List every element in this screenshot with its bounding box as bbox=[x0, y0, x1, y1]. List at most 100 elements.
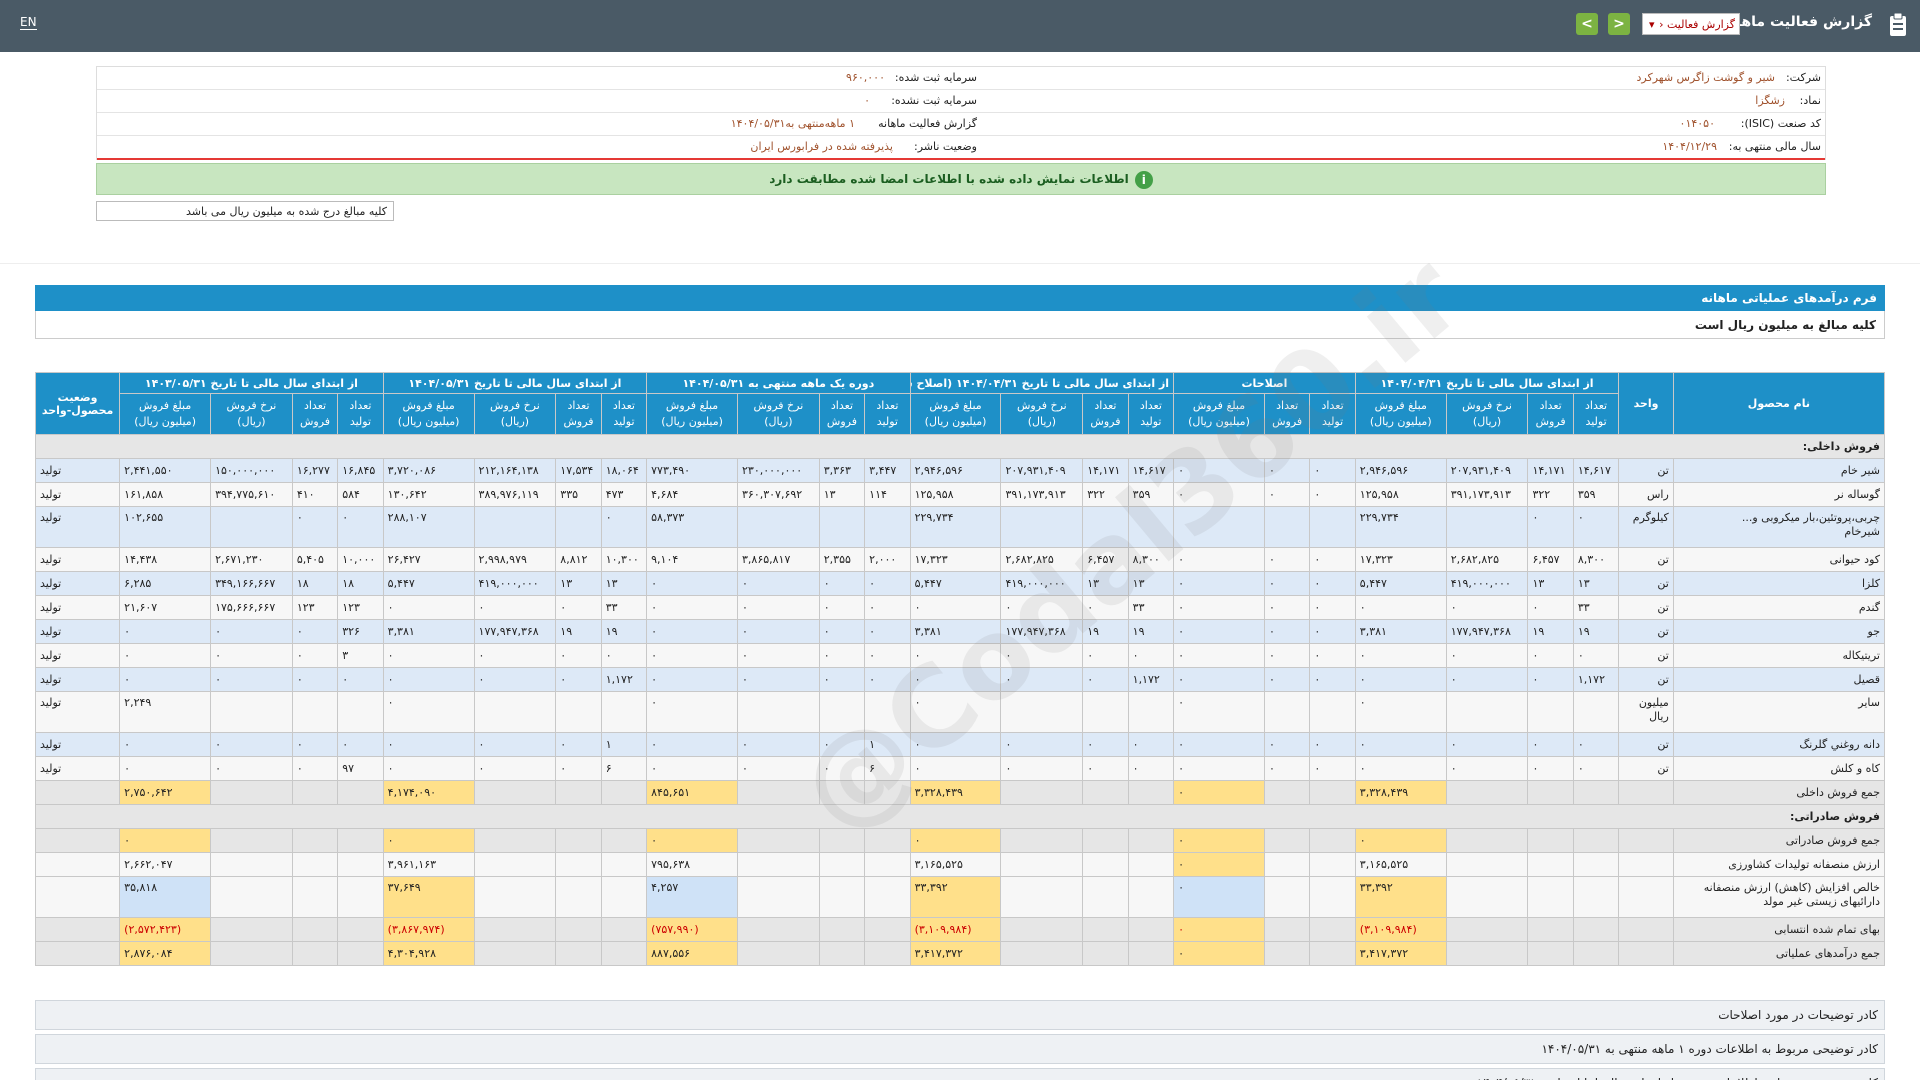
empty-cell bbox=[291, 876, 339, 918]
empty-cell bbox=[1445, 852, 1529, 877]
table-cell: ۲,۹۴۶,۵۹۶ bbox=[909, 458, 1002, 483]
table-cell: ۰ bbox=[1000, 756, 1084, 781]
amount-cell: ۳۳,۳۹۲ bbox=[909, 876, 1002, 918]
unit-cell: تن bbox=[1618, 571, 1674, 596]
table-cell: ۶ bbox=[864, 756, 911, 781]
empty-cell bbox=[1618, 941, 1674, 966]
table-cell: ۳۹۱,۱۷۳,۹۱۳ bbox=[1000, 482, 1084, 507]
product-name: گوساله نر bbox=[1672, 482, 1886, 507]
status-cell: تولید bbox=[34, 506, 121, 548]
col-subheader: تعداد تولید bbox=[1309, 393, 1356, 435]
table-cell: ۳۲۲ bbox=[1082, 482, 1129, 507]
note-box[interactable]: کادر توضیحی مربوط به اطلاعات دوره ۱ ماهه… bbox=[35, 1034, 1885, 1064]
table-cell: ۳۶۰,۳۰۷,۶۹۲ bbox=[737, 482, 820, 507]
col-subheader: تعداد تولید bbox=[864, 393, 911, 435]
table-cell: ۳۹۴,۷۷۵,۶۱۰ bbox=[210, 482, 293, 507]
table-cell: ۰ bbox=[291, 506, 339, 548]
empty-cell bbox=[737, 941, 820, 966]
revenue-table: نام محصول واحد از ابتدای سال مالی تا تار… bbox=[34, 372, 1886, 966]
empty-cell bbox=[1127, 780, 1175, 805]
empty-cell bbox=[1000, 917, 1084, 942]
amount-cell: ۸۴۵,۶۵۱ bbox=[646, 780, 738, 805]
divider bbox=[0, 263, 1920, 264]
table-cell: ۸,۳۰۰ bbox=[1127, 547, 1175, 572]
report-type-select[interactable]: گزارش فعالیت ‹ ▾ bbox=[1642, 13, 1740, 35]
col-subheader: تعداد فروش bbox=[818, 393, 866, 435]
table-cell bbox=[555, 691, 602, 733]
empty-cell bbox=[555, 917, 602, 942]
table-cell: ۰ bbox=[646, 595, 738, 620]
table-cell: ۰ bbox=[909, 691, 1002, 733]
table-cell bbox=[1173, 506, 1265, 548]
cap-reg-value: ۹۶۰,۰۰۰ bbox=[846, 71, 885, 84]
table-cell: ۳۵۹ bbox=[1572, 482, 1620, 507]
table-cell: ۲۲۹,۷۳۴ bbox=[1354, 506, 1447, 548]
table-cell: ۰ bbox=[382, 643, 475, 668]
empty-cell bbox=[1082, 917, 1129, 942]
cap-reg-label: سرمایه ثبت شده: bbox=[894, 71, 977, 84]
note-box[interactable]: کادر توضیحی مربوط به اطلاعات تجمعی از اب… bbox=[35, 1068, 1885, 1080]
empty-cell bbox=[1618, 852, 1674, 877]
empty-cell bbox=[337, 917, 384, 942]
status-cell: تولید bbox=[34, 643, 121, 668]
top-bar: گزارش فعالیت ماهانه گزارش فعالیت ‹ ▾ > < … bbox=[0, 0, 1920, 52]
table-cell: ۱۳ bbox=[1127, 571, 1175, 596]
amount-cell: (۳,۸۶۷,۹۷۴) bbox=[382, 917, 475, 942]
empty-cell bbox=[1127, 917, 1175, 942]
col-subheader: مبلغ فروش (میلیون ریال) bbox=[382, 393, 475, 435]
col-subheader: نرخ فروش (ریال) bbox=[1445, 393, 1529, 435]
status-cell: تولید bbox=[34, 571, 121, 596]
next-button[interactable]: > bbox=[1608, 13, 1630, 35]
table-cell bbox=[1445, 506, 1529, 548]
table-cell: ۱۵۰,۰۰۰,۰۰۰ bbox=[210, 458, 293, 483]
table-cell: ۰ bbox=[1309, 732, 1356, 757]
table-cell: ۰ bbox=[737, 756, 820, 781]
notes-panel: کادر توضیحات در مورد اصلاحات کادر توضیحی… bbox=[35, 1000, 1885, 1080]
empty-cell bbox=[1572, 917, 1620, 942]
table-cell bbox=[1082, 691, 1129, 733]
unit-note: کلیه مبالغ درج شده به میلیون ریال می باش… bbox=[96, 201, 394, 221]
table-cell: ۰ bbox=[555, 756, 602, 781]
table-cell: ۰ bbox=[555, 667, 602, 692]
table-cell bbox=[473, 691, 557, 733]
note-box[interactable]: کادر توضیحات در مورد اصلاحات bbox=[35, 1000, 1885, 1030]
amount-cell: ۳,۴۱۷,۳۷۲ bbox=[909, 941, 1002, 966]
table-cell: ۰ bbox=[1263, 643, 1311, 668]
table-cell: ۸,۳۰۰ bbox=[1572, 547, 1620, 572]
status-cell: تولید bbox=[34, 619, 121, 644]
table-cell: ۲,۳۵۵ bbox=[818, 547, 866, 572]
empty-cell bbox=[1082, 780, 1129, 805]
table-cell: ۰ bbox=[1445, 667, 1529, 692]
table-cell: ۹۷ bbox=[337, 756, 384, 781]
table-cell: ۳۹۱,۱۷۳,۹۱۳ bbox=[1445, 482, 1529, 507]
empty-cell bbox=[34, 941, 121, 966]
empty-cell bbox=[1000, 852, 1084, 877]
language-toggle[interactable]: EN bbox=[20, 15, 37, 30]
empty-cell bbox=[600, 852, 648, 877]
table-cell: ۳۴۹,۱۶۶,۶۶۷ bbox=[210, 571, 293, 596]
info-icon: i bbox=[1134, 170, 1153, 189]
table-cell bbox=[1263, 691, 1311, 733]
empty-cell bbox=[473, 876, 557, 918]
amount-cell: ۰ bbox=[1173, 876, 1265, 918]
cap-unreg-label: سرمایه ثبت نشده: bbox=[891, 94, 977, 107]
empty-cell bbox=[210, 780, 293, 805]
table-cell: ۶,۲۸۵ bbox=[119, 571, 212, 596]
amount-cell: ۳,۱۶۵,۵۲۵ bbox=[1354, 852, 1447, 877]
table-cell: ۰ bbox=[1173, 458, 1265, 483]
prev-button[interactable]: < bbox=[1576, 13, 1598, 35]
table-cell: ۰ bbox=[818, 732, 866, 757]
table-row: کاه و کلش تن ۰ ۰ ۰ ۰ ۰ ۰ ۰ ۰ ۰ ۰ ۰ ۶ ۰ ۰ ۰ ۶ ۰ ۰ ۰ ۹۷ ۰ ۰ ۰ تولید bbox=[34, 756, 1886, 781]
table-cell: ۲۳۰,۰۰۰,۰۰۰ bbox=[737, 458, 820, 483]
col-subheader: تعداد فروش bbox=[1263, 393, 1311, 435]
table-cell: ۰ bbox=[291, 732, 339, 757]
table-cell: ۲,۶۷۱,۲۳۰ bbox=[210, 547, 293, 572]
table-cell: ۱۲۵,۹۵۸ bbox=[1354, 482, 1447, 507]
section-subtitle: کلیه مبالغ به میلیون ریال است bbox=[35, 311, 1885, 339]
table-cell: ۰ bbox=[1173, 619, 1265, 644]
empty-cell bbox=[291, 780, 339, 805]
table-cell: ۳,۳۸۱ bbox=[909, 619, 1002, 644]
row-label: خالص افزایش (کاهش) ارزش منصفانه دارائیها… bbox=[1672, 876, 1886, 918]
table-cell: ۰ bbox=[646, 691, 738, 733]
col-group: از ابتدای سال مالی تا تاریخ ۱۴۰۴/۰۵/۳۱ bbox=[382, 372, 648, 394]
